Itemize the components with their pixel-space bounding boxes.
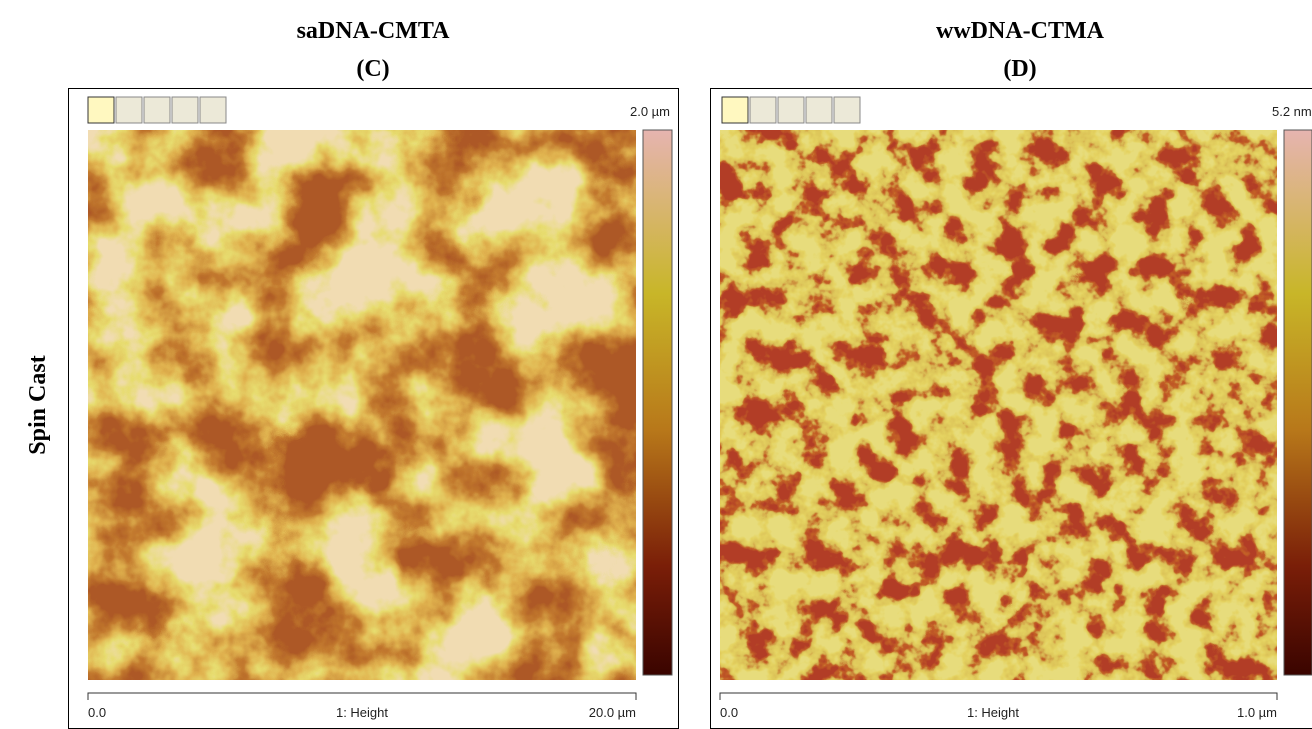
axis-label: 1: Height (967, 705, 1019, 720)
axis-end: 20.0 µm (589, 705, 636, 720)
row-label: Spin Cast (25, 355, 51, 454)
tool-zoom-out[interactable] (834, 97, 860, 123)
tool-zoom[interactable] (778, 97, 804, 123)
axis-end: 1.0 µm (1237, 705, 1277, 720)
afm-image (720, 130, 1277, 680)
color-bar (643, 130, 672, 675)
figure: Spin Cast saDNA-CMTA (C) 2.0 µm 0.0 1: H… (0, 0, 1312, 729)
scale-max: 2.0 µm (630, 104, 670, 119)
panel-label: (C) (356, 56, 389, 82)
tool-pan[interactable] (750, 97, 776, 123)
axis-start: 0.0 (720, 705, 738, 720)
afm-image (88, 130, 636, 680)
panel: wwDNA-CTMA (D) 5.2 nm 0.0 1: Height 1.0 … (711, 18, 1312, 729)
tool-zoom-out[interactable] (200, 97, 226, 123)
toolbar (88, 97, 226, 123)
axis-label: 1: Height (336, 705, 388, 720)
toolbar (722, 97, 860, 123)
tool-pan[interactable] (116, 97, 142, 123)
tool-ruler[interactable] (88, 97, 114, 123)
scale-max: 5.2 nm (1272, 104, 1312, 119)
tool-zoom-in[interactable] (806, 97, 832, 123)
tool-ruler[interactable] (722, 97, 748, 123)
color-bar (1284, 130, 1312, 675)
panel: saDNA-CMTA (C) 2.0 µm 0.0 1: Height 20.0… (69, 18, 679, 729)
tool-zoom[interactable] (144, 97, 170, 123)
panel-title: wwDNA-CTMA (936, 18, 1105, 44)
tool-zoom-in[interactable] (172, 97, 198, 123)
panel-label: (D) (1003, 56, 1036, 82)
panel-title: saDNA-CMTA (297, 18, 451, 44)
page: Spin Cast saDNA-CMTA (C) 2.0 µm 0.0 1: H… (0, 0, 1312, 729)
axis-start: 0.0 (88, 705, 106, 720)
